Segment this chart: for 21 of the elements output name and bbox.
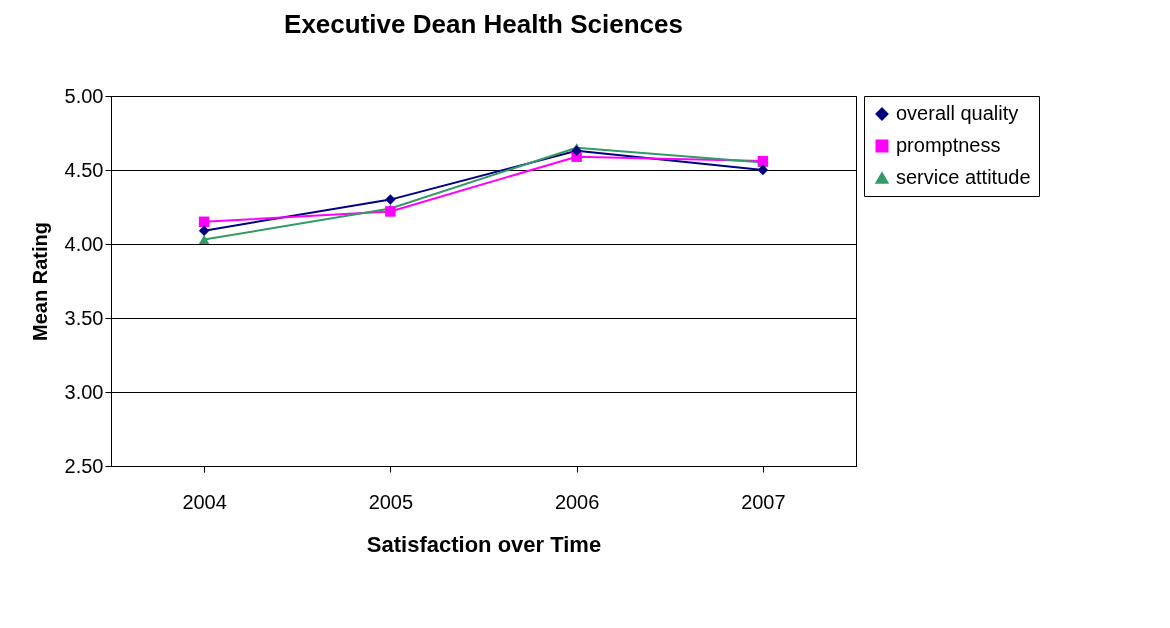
point bbox=[385, 194, 396, 205]
y-tick-label: 4.50 bbox=[64, 158, 104, 181]
x-tick-label: 2006 bbox=[554, 490, 600, 513]
y-tick-label: 2.50 bbox=[64, 454, 104, 477]
y-tick-label: 5.00 bbox=[64, 84, 104, 107]
chart-title: Executive Dean Health Sciences bbox=[284, 9, 683, 39]
y-axis-title: Mean Rating bbox=[28, 222, 51, 341]
point bbox=[198, 235, 210, 245]
x-tick-label: 2004 bbox=[182, 490, 227, 513]
legend-label: promptness bbox=[896, 134, 1001, 156]
point bbox=[198, 225, 210, 236]
y-tick-label: 4.00 bbox=[64, 232, 104, 255]
point bbox=[385, 206, 396, 217]
legend-label: overall quality bbox=[896, 102, 1019, 124]
x-tick-label: 2007 bbox=[741, 490, 786, 513]
x-axis-title: Satisfaction over Time bbox=[366, 531, 602, 557]
legend-label: service attitude bbox=[896, 166, 1031, 188]
x-tick-label: 2005 bbox=[368, 490, 414, 513]
y-tick-label: 3.50 bbox=[64, 306, 104, 329]
y-tick-label: 3.00 bbox=[64, 380, 104, 403]
point bbox=[757, 164, 769, 176]
